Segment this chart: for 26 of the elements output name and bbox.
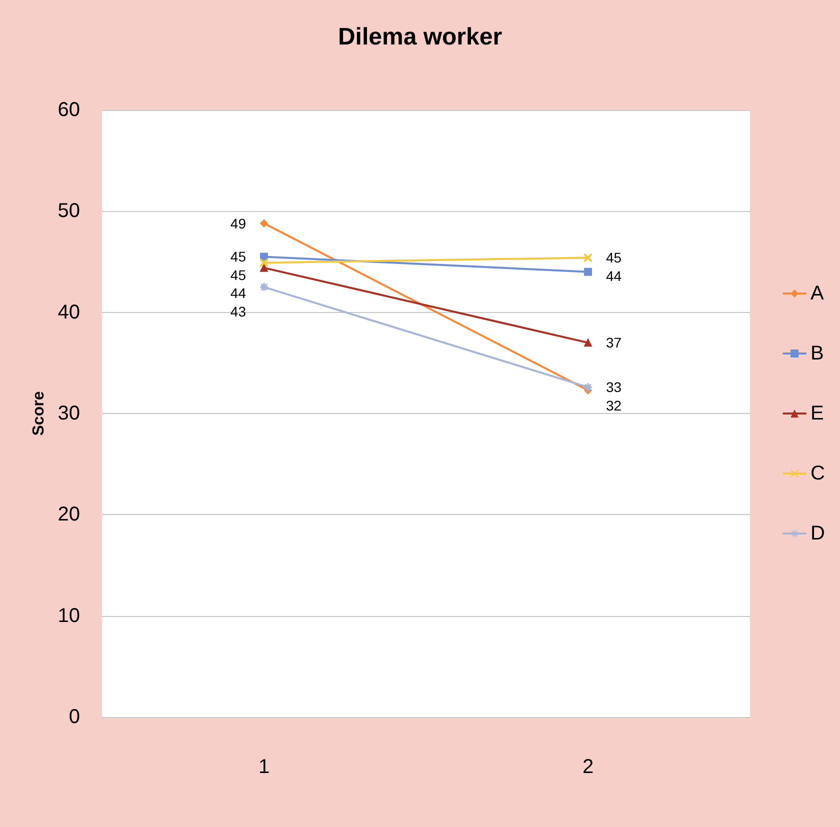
data-label: 44 <box>606 268 622 284</box>
legend-label: E <box>810 402 824 424</box>
y-tick-label: 50 <box>58 200 80 222</box>
x-tick-label: 2 <box>582 756 594 778</box>
data-label: 45 <box>606 250 622 266</box>
data-label: 44 <box>230 285 246 302</box>
chart-title: Dilema worker <box>338 24 502 50</box>
data-label: 43 <box>230 303 246 320</box>
x-tick-label: 1 <box>258 756 270 778</box>
y-tick-label: 30 <box>58 402 80 424</box>
data-label: 45 <box>230 266 246 283</box>
legend-label: B <box>810 342 824 364</box>
data-label: 45 <box>230 248 246 265</box>
legend-label: D <box>810 522 826 544</box>
y-tick-label: 60 <box>58 99 80 121</box>
y-tick-label: 40 <box>58 301 80 324</box>
y-tick-label: 0 <box>68 706 80 728</box>
legend-label: C <box>810 462 826 484</box>
data-label: 37 <box>606 334 622 351</box>
y-axis-title: Score <box>30 391 48 436</box>
legend-label: A <box>810 282 825 304</box>
y-tick-label: 10 <box>58 604 80 627</box>
data-label: 49 <box>230 215 246 232</box>
data-label: 32 <box>606 397 622 414</box>
y-tick-label: 20 <box>58 504 80 526</box>
data-label: 33 <box>606 379 622 396</box>
